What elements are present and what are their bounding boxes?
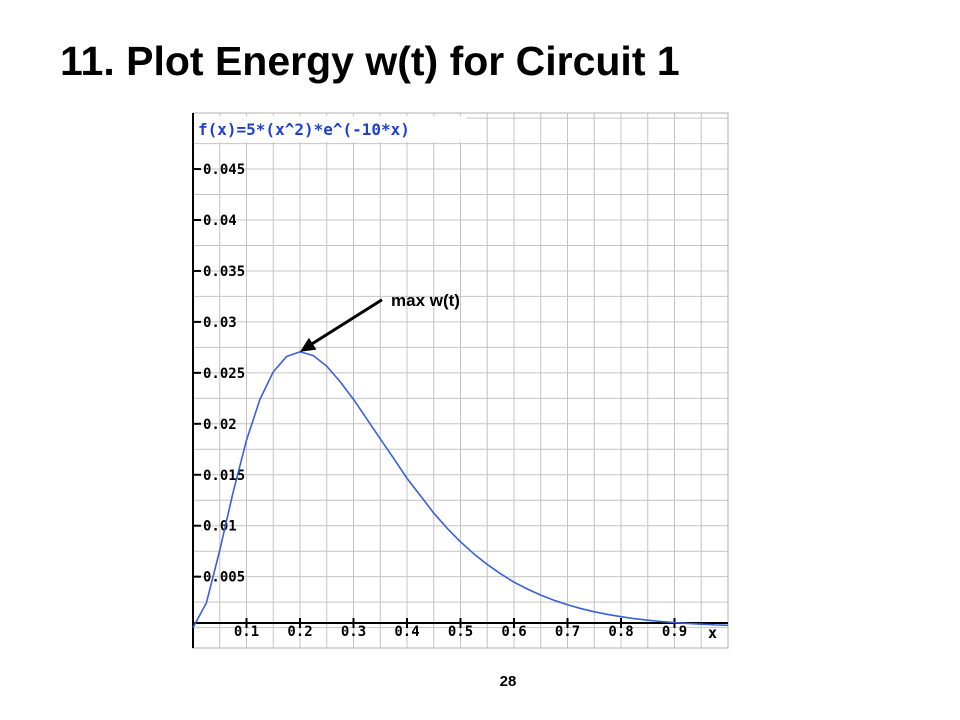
annotation-arrow-shaft — [308, 298, 383, 348]
tick-labels: 0.1 0.2 0.3 0.4 0.5 0.6 0.7 0.8 0.9 0.005 0.01 0.01… — [203, 162, 687, 640]
y-tick-label: 0.02 — [203, 417, 237, 433]
annotation-label: max w(t) — [391, 291, 460, 310]
y-tick-label: 0.03 — [203, 315, 237, 331]
y-tick-label: 0.01 — [203, 519, 237, 535]
x-tick-label: 0.4 — [394, 624, 419, 640]
function-label: f(x)=5*(x^2)*e^(-10*x) — [198, 120, 410, 139]
x-tick-label: 0.3 — [341, 624, 366, 640]
y-tick-label: 0.015 — [203, 468, 245, 484]
series-line — [192, 350, 729, 629]
max-annotation: max w(t) — [300, 291, 460, 352]
y-tick-label: 0.04 — [203, 213, 237, 229]
page-number: 28 — [499, 673, 517, 690]
x-tick-label: 0.1 — [234, 624, 259, 640]
x-tick-label: 0.5 — [448, 624, 473, 640]
x-tick-label: 0.9 — [662, 624, 687, 640]
annotation-arrow-head — [300, 337, 317, 352]
series-layer — [192, 350, 729, 629]
y-tick-label: 0.045 — [203, 162, 245, 178]
chart-grid — [193, 113, 728, 648]
y-tick-label: 0.005 — [203, 570, 245, 586]
x-tick-label: 0.7 — [555, 624, 580, 640]
x-tick-label: 0.8 — [608, 624, 633, 640]
x-tick-label: 0.2 — [287, 624, 312, 640]
y-tick-label: 0.025 — [203, 366, 245, 382]
x-axis-label: x — [708, 624, 717, 642]
x-tick-label: 0.6 — [501, 624, 526, 640]
function-label-background — [194, 116, 466, 142]
y-tick-label: 0.035 — [203, 264, 245, 280]
chart-axes — [192, 113, 728, 648]
slide-title: 11. Plot Energy w(t) for Circuit 1 — [60, 38, 680, 84]
